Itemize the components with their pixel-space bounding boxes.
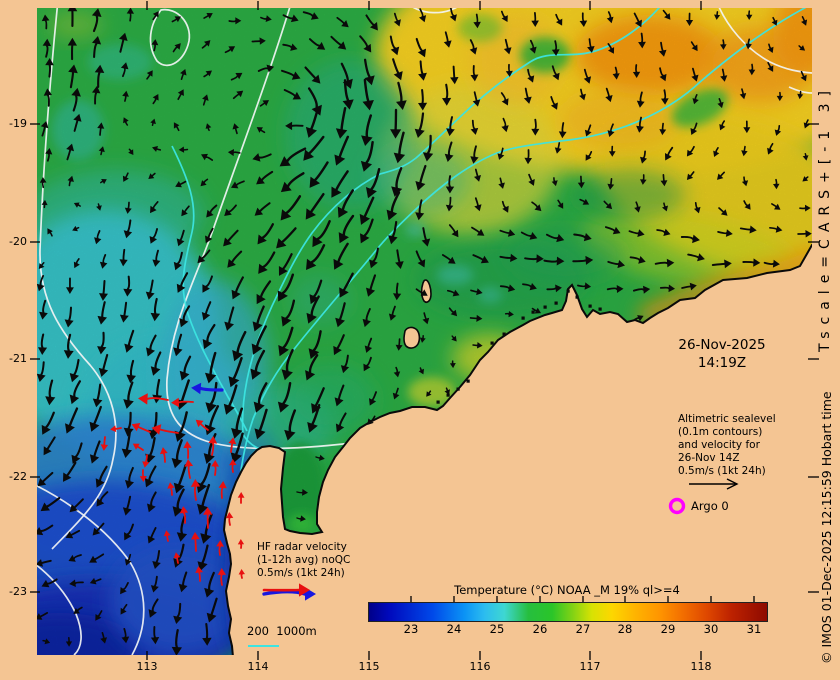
lat-tick-label: -23 <box>9 585 27 598</box>
lon-tick-label: 117 <box>579 660 601 673</box>
imos-credit-text: © IMOS 01-Dec-2025 12:15:59 Hobart time <box>819 391 834 664</box>
hf-radar-legend-line: HF radar velocity <box>257 541 347 553</box>
colorbar-tick-label: 30 <box>703 622 719 636</box>
lon-tick-label: 113 <box>136 660 158 673</box>
velocity-arrow-layer <box>37 8 812 655</box>
axis-ticks <box>30 1 819 660</box>
legend-marks <box>248 478 739 647</box>
map-datetime-line1: 26-Nov-2025 <box>678 337 766 353</box>
lon-tick-label: 114 <box>247 660 269 673</box>
colorbar-tick-label: 23 <box>403 622 419 636</box>
depth-contour-legend: 200 1000m <box>247 624 317 638</box>
tscale-text: Tscale=CARS+[-1 3] <box>817 84 833 352</box>
hf-radar-legend-line: (1-12h avg) noQC <box>257 554 351 566</box>
temperature-colorbar <box>368 602 768 622</box>
altimetric-legend-line: and velocity for <box>678 439 760 451</box>
lat-tick-label: -21 <box>9 352 27 365</box>
colorbar-tick-label: 28 <box>617 622 633 636</box>
altimetric-legend-line: Altimetric sealevel <box>678 413 776 425</box>
colorbar-tick-label: 25 <box>489 622 505 636</box>
hf-radar-arrow-layer <box>100 382 245 586</box>
lat-tick-label: -22 <box>9 470 27 483</box>
altimetric-legend-line: 26-Nov 14Z <box>678 452 740 464</box>
altimetric-legend-line: (0.1m contours) <box>678 426 763 438</box>
colorbar-tick-label: 31 <box>746 622 762 636</box>
lon-tick-label: 118 <box>690 660 712 673</box>
lat-tick-label: -19 <box>9 117 27 130</box>
argo-label: Argo 0 <box>691 499 729 513</box>
colorbar-tick-label: 24 <box>446 622 462 636</box>
lon-tick-label: 115 <box>358 660 380 673</box>
altimetric-legend-line: 0.5m/s (1kt 24h) <box>678 465 766 477</box>
lon-tick-label: 116 <box>469 660 491 673</box>
colorbar-title: Temperature (°C) NOAA _M 19% ql>=4 <box>454 583 680 597</box>
colorbar-tick-label: 27 <box>575 622 591 636</box>
colorbar-tick-label: 26 <box>532 622 548 636</box>
argo-float-marker <box>668 497 686 515</box>
hf-radar-legend-line: 0.5m/s (1kt 24h) <box>257 567 345 579</box>
colorbar-tick-label: 29 <box>660 622 676 636</box>
lat-tick-label: -20 <box>9 235 27 248</box>
map-datetime-line2: 14:19Z <box>697 355 747 371</box>
